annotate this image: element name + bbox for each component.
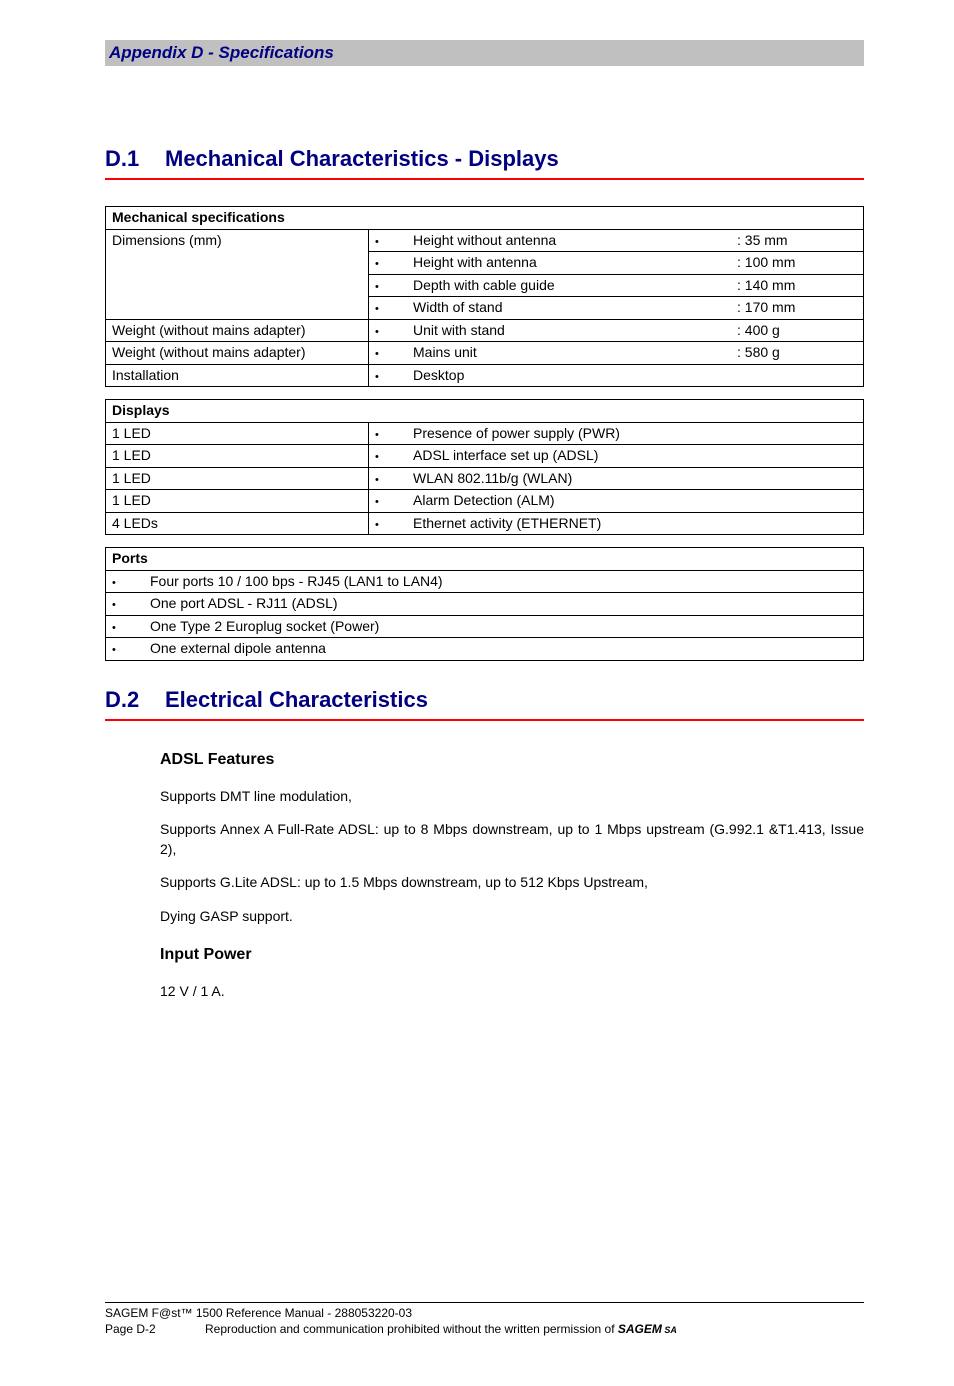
page-footer: SAGEM F@st™ 1500 Reference Manual - 2880…	[105, 1302, 864, 1336]
table-row: • Four ports 10 / 100 bps - RJ45 (LAN1 t…	[106, 570, 864, 593]
mech-label: Weight (without mains adapter)	[106, 319, 369, 342]
table-row: 1 LED • WLAN 802.11b/g (WLAN)	[106, 467, 864, 490]
table-row: 1 LED • Presence of power supply (PWR)	[106, 422, 864, 445]
table-row: 1 LED • Alarm Detection (ALM)	[106, 490, 864, 513]
table-row: • Width of stand : 170 mm	[106, 297, 864, 320]
section-d2-title: Electrical Characteristics	[165, 687, 428, 712]
mech-measure: : 35 mm	[731, 229, 864, 252]
bullet-icon: •	[106, 593, 145, 616]
section-d1-heading: D.1Mechanical Characteristics - Displays	[105, 146, 864, 180]
bullet-icon: •	[369, 297, 408, 320]
disp-value: Alarm Detection (ALM)	[407, 490, 864, 513]
mech-measure: : 580 g	[731, 342, 864, 365]
mech-value: Desktop	[407, 364, 731, 387]
mech-measure: : 140 mm	[731, 274, 864, 297]
adsl-heading: ADSL Features	[160, 751, 864, 769]
mech-value: Height without antenna	[407, 229, 731, 252]
adsl-p4: Dying GASP support.	[160, 907, 864, 927]
displays-header: Displays	[106, 400, 864, 423]
displays-table: Displays 1 LED • Presence of power suppl…	[105, 399, 864, 535]
footer-page: Page D-2	[105, 1322, 205, 1336]
table-row: Installation • Desktop	[106, 364, 864, 387]
disp-value: WLAN 802.11b/g (WLAN)	[407, 467, 864, 490]
mech-label	[106, 252, 369, 275]
bullet-icon: •	[106, 570, 145, 593]
mech-measure: : 170 mm	[731, 297, 864, 320]
mech-label: Installation	[106, 364, 369, 387]
table-row: Weight (without mains adapter) • Mains u…	[106, 342, 864, 365]
disp-value: Ethernet activity (ETHERNET)	[407, 512, 864, 535]
mech-value: Mains unit	[407, 342, 731, 365]
bullet-icon: •	[369, 229, 408, 252]
adsl-p2: Supports Annex A Full-Rate ADSL: up to 8…	[160, 820, 864, 859]
footer-line2: Reproduction and communication prohibite…	[205, 1322, 677, 1336]
mech-value: Unit with stand	[407, 319, 731, 342]
bullet-icon: •	[369, 364, 408, 387]
ports-header: Ports	[106, 548, 864, 571]
disp-value: Presence of power supply (PWR)	[407, 422, 864, 445]
bullet-icon: •	[369, 342, 408, 365]
mech-measure: : 100 mm	[731, 252, 864, 275]
mech-measure: : 400 g	[731, 319, 864, 342]
bullet-icon: •	[106, 615, 145, 638]
adsl-p3: Supports G.Lite ADSL: up to 1.5 Mbps dow…	[160, 873, 864, 893]
mech-label: Weight (without mains adapter)	[106, 342, 369, 365]
mech-measure	[731, 364, 864, 387]
bullet-icon: •	[369, 467, 408, 490]
input-heading: Input Power	[160, 946, 864, 964]
table-row: 4 LEDs • Ethernet activity (ETHERNET)	[106, 512, 864, 535]
port-value: Four ports 10 / 100 bps - RJ45 (LAN1 to …	[144, 570, 864, 593]
table-row: • Depth with cable guide : 140 mm	[106, 274, 864, 297]
mech-value: Width of stand	[407, 297, 731, 320]
ports-table: Ports • Four ports 10 / 100 bps - RJ45 (…	[105, 547, 864, 661]
section-d2-number: D.2	[105, 687, 165, 713]
mech-label	[106, 297, 369, 320]
mech-label: Dimensions (mm)	[106, 229, 369, 252]
disp-label: 1 LED	[106, 490, 369, 513]
input-p1: 12 V / 1 A.	[160, 982, 864, 1002]
bullet-icon: •	[369, 512, 408, 535]
table-row: • Height with antenna : 100 mm	[106, 252, 864, 275]
disp-label: 4 LEDs	[106, 512, 369, 535]
disp-value: ADSL interface set up (ADSL)	[407, 445, 864, 468]
mechanical-spec-table: Mechanical specifications Dimensions (mm…	[105, 206, 864, 387]
table-row: • One Type 2 Europlug socket (Power)	[106, 615, 864, 638]
adsl-p1: Supports DMT line modulation,	[160, 787, 864, 807]
bullet-icon: •	[369, 422, 408, 445]
table-row: • One port ADSL - RJ11 (ADSL)	[106, 593, 864, 616]
bullet-icon: •	[106, 638, 145, 661]
mech-value: Height with antenna	[407, 252, 731, 275]
bullet-icon: •	[369, 445, 408, 468]
table-row: 1 LED • ADSL interface set up (ADSL)	[106, 445, 864, 468]
table-row: Weight (without mains adapter) • Unit wi…	[106, 319, 864, 342]
disp-label: 1 LED	[106, 445, 369, 468]
bullet-icon: •	[369, 252, 408, 275]
section-d1-number: D.1	[105, 146, 165, 172]
disp-label: 1 LED	[106, 422, 369, 445]
bullet-icon: •	[369, 319, 408, 342]
section-d2-heading: D.2Electrical Characteristics	[105, 687, 864, 721]
page-header: Appendix D - Specifications	[105, 40, 864, 66]
table-row: • One external dipole antenna	[106, 638, 864, 661]
mech-value: Depth with cable guide	[407, 274, 731, 297]
header-title: Appendix D - Specifications	[109, 43, 334, 63]
footer-line1: SAGEM F@st™ 1500 Reference Manual - 2880…	[105, 1306, 864, 1320]
bullet-icon: •	[369, 274, 408, 297]
port-value: One port ADSL - RJ11 (ADSL)	[144, 593, 864, 616]
bullet-icon: •	[369, 490, 408, 513]
port-value: One external dipole antenna	[144, 638, 864, 661]
table-row: Dimensions (mm) • Height without antenna…	[106, 229, 864, 252]
mech-label	[106, 274, 369, 297]
port-value: One Type 2 Europlug socket (Power)	[144, 615, 864, 638]
disp-label: 1 LED	[106, 467, 369, 490]
section-d1-title: Mechanical Characteristics - Displays	[165, 146, 559, 171]
mech-header: Mechanical specifications	[106, 207, 864, 230]
